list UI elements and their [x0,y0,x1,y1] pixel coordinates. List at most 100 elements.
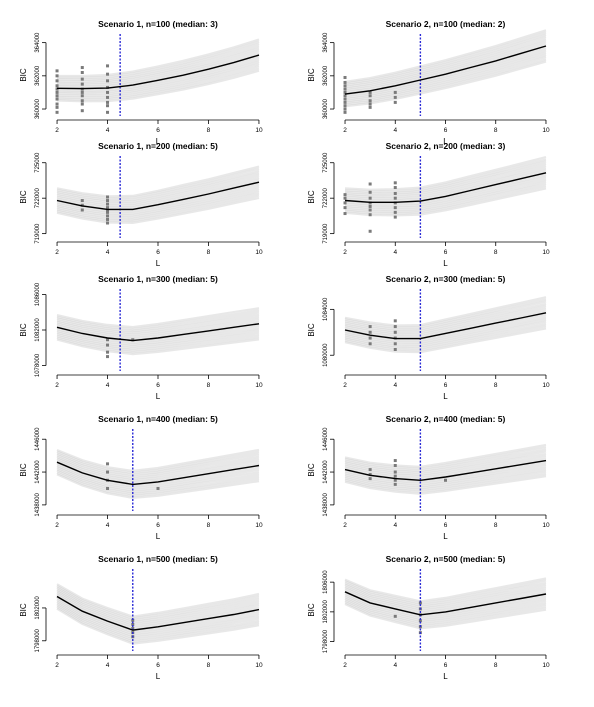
bic-point [80,71,84,75]
replicate-curve [56,588,260,624]
bic-point [55,74,59,78]
x-tick-label: 8 [207,127,211,134]
x-tick-label: 8 [494,662,498,669]
mean-bic-line [344,312,547,340]
replicate-curve [56,170,260,202]
replicate-curve [344,51,547,101]
x-tick-label: 6 [444,127,448,134]
bic-point [368,102,372,106]
replicate-curve [344,182,547,213]
bic-point [393,90,397,94]
y-tick-label: 725000 [35,152,41,173]
x-tick-label: 2 [55,127,59,134]
x-tick-label: 10 [255,382,263,389]
x-tick-label: 8 [207,662,211,669]
replicate-curve [344,38,547,90]
replicate-curve [344,443,547,468]
y-tick-label: 725000 [323,152,329,173]
bic-point [368,473,372,477]
x-tick-label: 6 [444,382,448,389]
x-tick-label: 10 [255,662,263,669]
replicate-curve [56,190,260,219]
bic-point [80,82,84,86]
replicate-curve [56,583,260,618]
mean-bic-line [344,172,547,203]
replicate-curve [344,327,547,354]
y-axis-label: BIC [19,323,28,337]
panel-title: Scenario 2, n=400 (median: 5) [386,414,506,424]
replicate-curve [56,56,260,92]
replicate-curve [344,187,547,217]
x-tick-label: 2 [55,382,59,389]
x-tick-label: 6 [156,382,160,389]
replicate-curve [56,450,260,474]
panel-6: Scenario 2, n=300 (median: 5) 2 4 6 8 10 L 1080… [307,274,550,401]
x-tick-label: 4 [106,127,110,134]
bic-point [106,355,110,359]
replicate-curve [344,58,547,106]
replicate-curve [344,42,547,94]
bic-point [131,338,135,342]
bic-point [55,97,59,101]
x-tick-label: 2 [343,522,347,529]
x-tick-label: 10 [542,662,550,669]
bic-point [393,206,397,210]
replicate-curve [56,307,260,329]
bic-point [106,100,110,104]
replicate-curve [344,448,547,472]
x-tick-label: 10 [542,127,550,134]
replicate-curve [344,472,547,493]
x-tick-label: 4 [393,249,397,256]
replicate-curve [344,300,547,331]
y-tick-label: 1078000 [35,353,41,377]
bic-point [55,90,59,94]
replicate-curve [344,316,547,344]
bic-point [343,110,347,114]
replicate-curve [344,309,547,338]
x-axis-label: L [443,259,448,268]
replicate-curve [56,69,260,103]
x-axis: 2 4 6 8 10 L [343,241,550,268]
bic-point [343,100,347,104]
y-axis-label: BIC [19,603,28,617]
replicate-curve [344,320,547,348]
bic-point [393,196,397,200]
replicate-curve [57,40,260,79]
x-tick-label: 6 [156,522,160,529]
replicate-curves [56,307,260,356]
replicate-curve [344,597,547,624]
y-tick-label: 1798000 [35,628,41,652]
replicate-curve [344,296,547,327]
x-tick-label: 4 [393,382,397,389]
x-tick-label: 8 [494,127,498,134]
bic-point [368,90,372,94]
replicate-curve [344,585,547,611]
y-axis: 360000 362000 364000 BIC [307,32,335,119]
bic-point [393,181,397,185]
replicate-curves [344,296,547,354]
replicate-curve [344,599,547,626]
bic-point [393,325,397,329]
panel-title: Scenario 2, n=100 (median: 2) [386,19,506,29]
y-axis: 1080000 1084000 BIC [307,297,335,367]
bic-point [368,94,372,98]
replicate-curve [344,601,547,628]
bic-point [80,77,84,81]
mean-bic-line [56,181,260,211]
replicate-curve [56,192,260,221]
replicate-curve [56,607,260,645]
x-axis: 2 4 6 8 10 L [55,654,263,681]
y-axis: 360000 362000 364000 BIC [19,32,47,119]
replicate-curve [56,590,260,626]
bic-point [393,348,397,351]
replicate-curve [344,165,547,199]
bic-point [106,210,110,214]
x-tick-label: 8 [494,382,498,389]
x-tick-label: 8 [494,522,498,529]
x-tick-label: 10 [542,249,550,256]
bic-point [106,90,110,94]
replicate-curve [344,302,547,333]
bic-point [80,94,84,98]
bic-point [368,468,372,472]
bic-point [106,206,110,210]
